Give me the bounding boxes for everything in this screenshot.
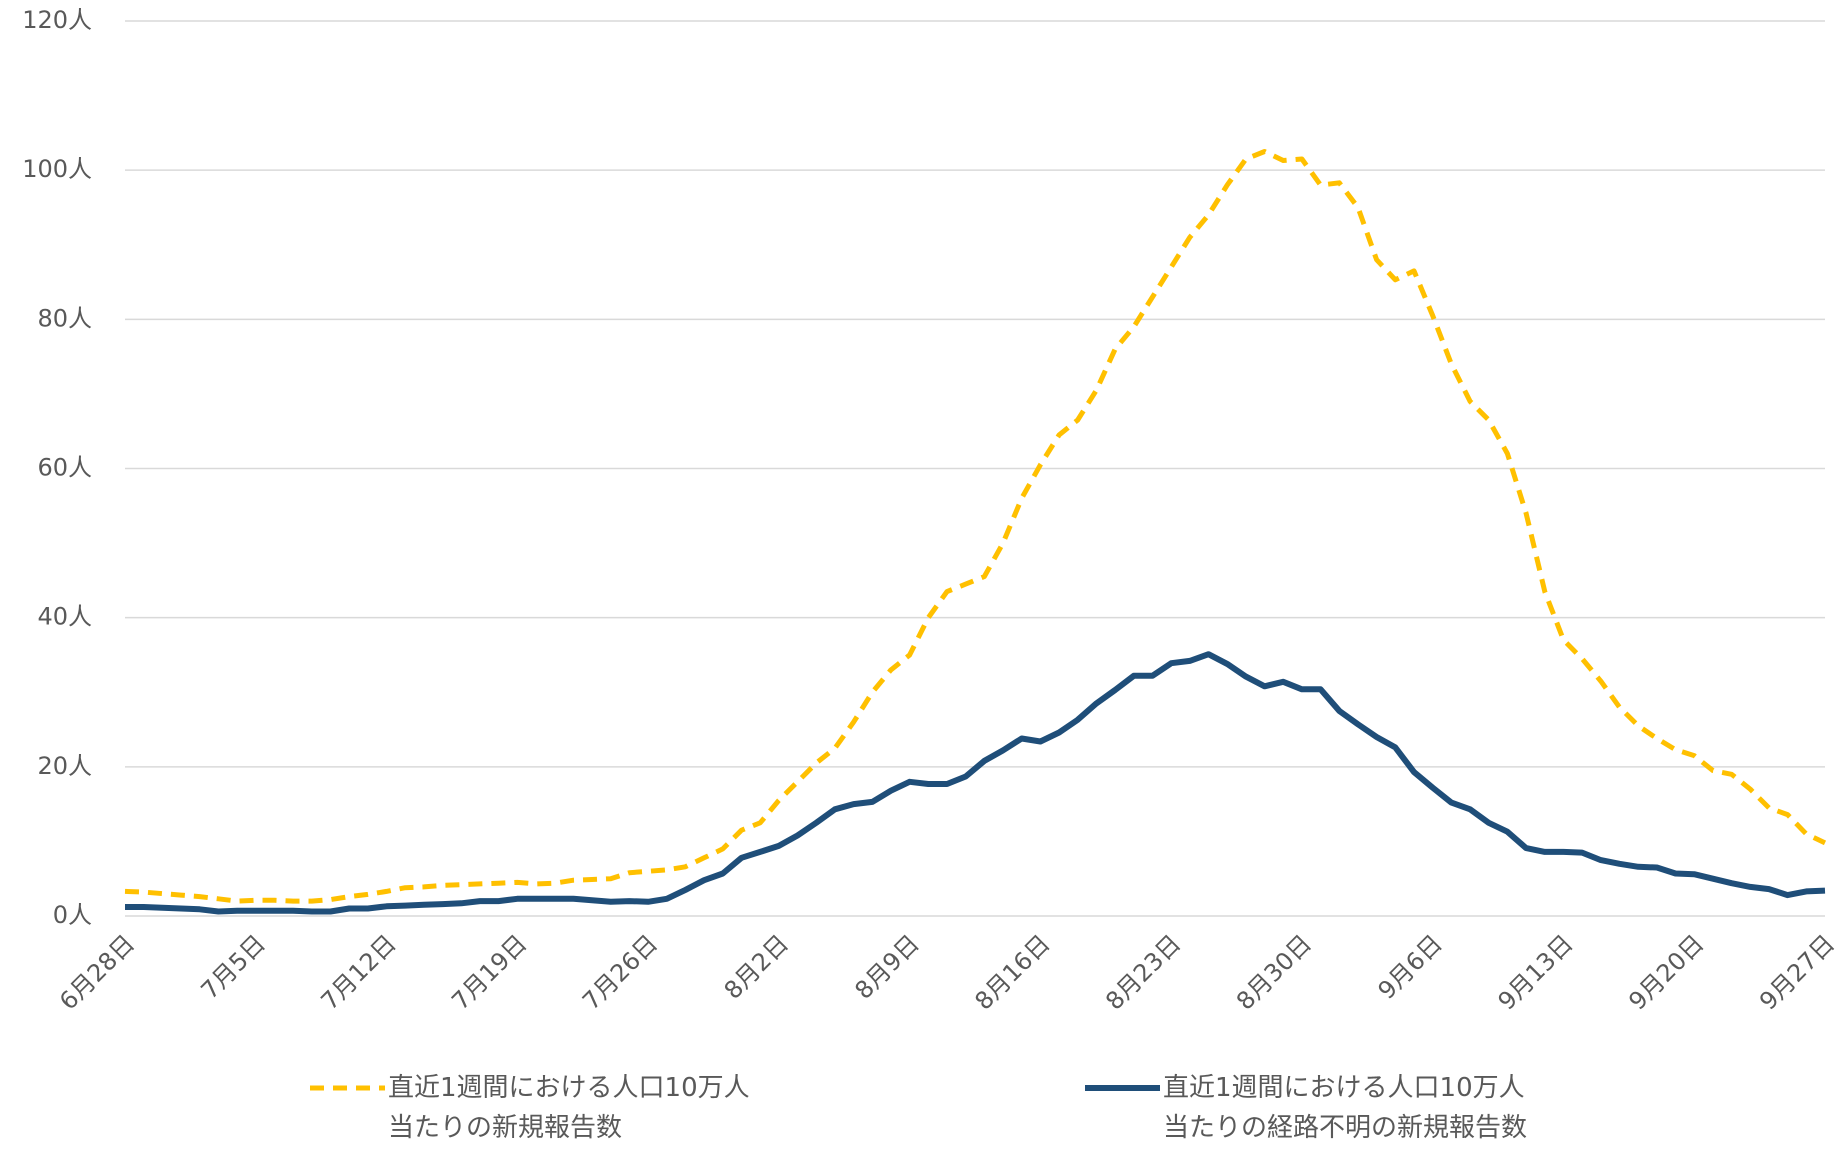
x-tick-label: 9月13日 xyxy=(1493,929,1579,1015)
y-tick-label: 100人 xyxy=(22,155,92,183)
x-tick-label: 8月9日 xyxy=(849,929,924,1004)
x-tick-label: 7月12日 xyxy=(316,929,402,1015)
x-tick-label: 7月26日 xyxy=(577,929,663,1015)
y-tick-label: 0人 xyxy=(53,901,92,929)
x-tick-label: 8月16日 xyxy=(969,929,1055,1015)
legend-label: 直近1週間における人口10万人 当たりの経路不明の新規報告数 xyxy=(1163,1073,1528,1143)
y-tick-label: 120人 xyxy=(22,6,92,34)
x-tick-label: 7月19日 xyxy=(446,929,532,1015)
y-tick-label: 80人 xyxy=(37,304,92,332)
x-tick-label: 7月5日 xyxy=(196,929,271,1004)
x-tick-label: 9月20日 xyxy=(1623,929,1709,1015)
y-tick-label: 60人 xyxy=(37,454,92,482)
x-tick-label: 8月30日 xyxy=(1231,929,1317,1015)
x-tick-label: 8月23日 xyxy=(1100,929,1186,1015)
y-tick-label: 40人 xyxy=(37,603,92,631)
y-tick-label: 20人 xyxy=(37,752,92,780)
series-line xyxy=(125,651,1826,915)
x-tick-label: 6月28日 xyxy=(54,929,140,1015)
series-line xyxy=(124,149,1827,904)
x-tick-label: 8月2日 xyxy=(719,929,794,1004)
x-tick-label: 9月27日 xyxy=(1754,929,1838,1015)
x-tick-label: 9月6日 xyxy=(1373,929,1448,1004)
legend-label: 直近1週間における人口10万人 当たりの新規報告数 xyxy=(388,1073,750,1143)
